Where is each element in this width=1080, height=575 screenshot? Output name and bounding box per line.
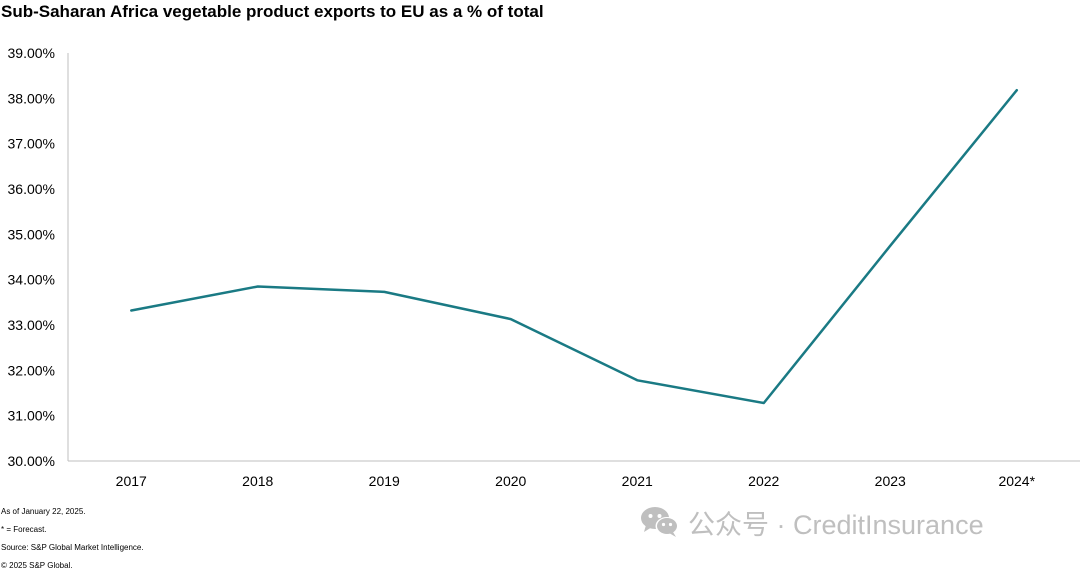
x-tick-label: 2020 xyxy=(495,473,526,489)
x-tick-label: 2024* xyxy=(998,473,1035,489)
x-tick-label: 2018 xyxy=(242,473,273,489)
x-tick-label: 2023 xyxy=(875,473,906,489)
y-tick-label: 39.00% xyxy=(8,45,55,61)
y-tick-label: 34.00% xyxy=(8,272,55,288)
wechat-icon xyxy=(641,507,679,537)
chart-title: Sub-Saharan Africa vegetable product exp… xyxy=(1,2,544,21)
footnotes: As of January 22, 2025. * = Forecast. So… xyxy=(1,503,144,575)
x-tick-label: 2022 xyxy=(748,473,779,489)
watermark: 公众号 · CreditInsurance xyxy=(640,503,984,541)
x-tick-label: 2017 xyxy=(116,473,147,489)
y-tick-label: 32.00% xyxy=(8,362,55,378)
footnote-copyright: © 2025 S&P Global. xyxy=(1,561,73,570)
y-tick-label: 36.00% xyxy=(8,181,55,197)
footnote-source: Source: S&P Global Market Intelligence. xyxy=(1,543,144,552)
y-tick-label: 37.00% xyxy=(8,136,55,152)
y-tick-label: 30.00% xyxy=(8,453,55,469)
y-tick-label: 38.00% xyxy=(8,90,55,106)
series-line xyxy=(130,88,1019,405)
footnote-forecast: * = Forecast. xyxy=(1,525,47,534)
line-chart: 30.00% 31.00% 32.00% 33.00% 34.00% 35.00% 36.0… xyxy=(8,45,1080,489)
footnote-as-of: As of January 22, 2025. xyxy=(1,507,86,516)
y-tick-label: 33.00% xyxy=(8,317,55,333)
y-tick-label: 35.00% xyxy=(8,226,55,242)
x-tick-label: 2021 xyxy=(622,473,653,489)
y-tick-label: 31.00% xyxy=(8,408,55,424)
x-tick-label: 2019 xyxy=(369,473,400,489)
watermark-text: 公众号 · CreditInsurance xyxy=(688,509,984,540)
